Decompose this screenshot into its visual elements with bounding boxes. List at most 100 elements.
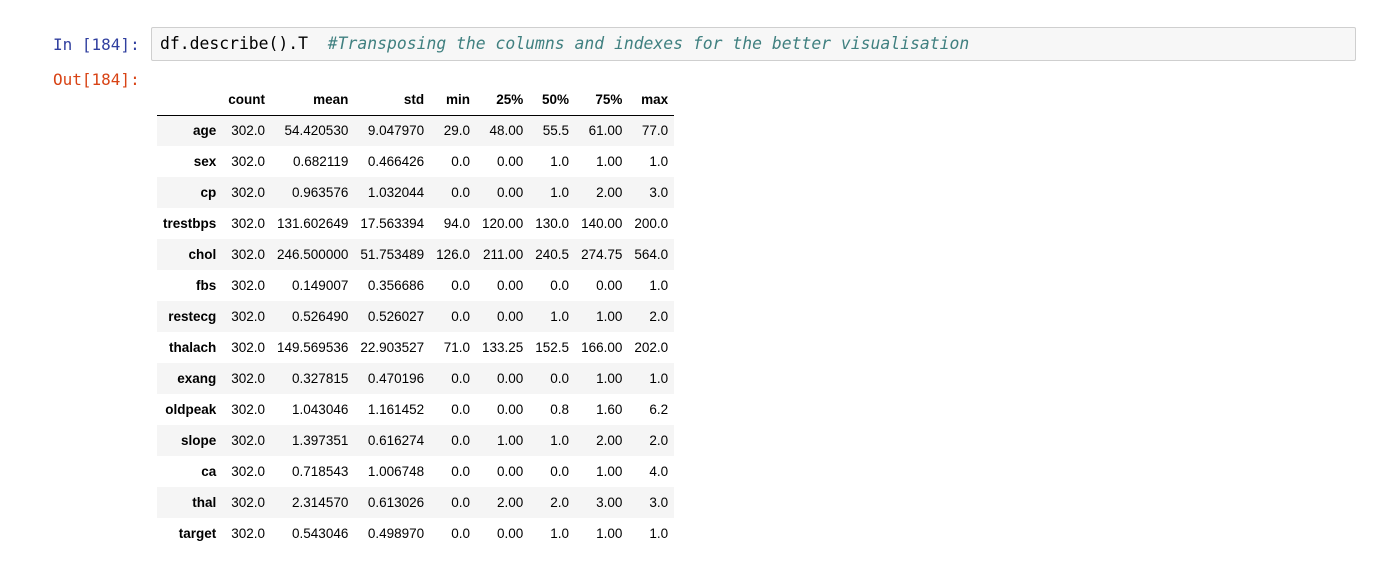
table-cell: 0.00 — [496, 464, 524, 479]
table-cell: 0.543046 — [292, 526, 349, 541]
table-cell: 302.0 — [231, 123, 266, 139]
row-index-label: trestbps — [163, 216, 217, 231]
column-header: mean — [271, 84, 355, 116]
table-cell: 302.0 — [231, 371, 266, 386]
row-index-label: slope — [181, 433, 217, 448]
table-cell: 302.0 — [231, 402, 266, 417]
table-cell: 120.00 — [481, 216, 524, 231]
table-cell: 211.00 — [482, 247, 524, 262]
table-cell: 302.0 — [231, 247, 266, 262]
table-row: oldpeak 302.0 1.043046 1.161452 0.0 0.00 0.8 1.… — [157, 394, 675, 425]
table-row: target 302.0 0.543046 0.498970 0.0 0.00 1.0 1.0… — [157, 518, 675, 549]
table-cell: 1.0 — [649, 154, 669, 169]
table-cell: 0.00 — [496, 371, 524, 386]
table-cell: 2.00 — [596, 185, 623, 200]
table-cell: 140.00 — [581, 216, 623, 231]
table-cell: 0.0 — [550, 464, 570, 479]
table-cell: 126.0 — [436, 247, 470, 262]
table-cell: 0.0 — [451, 402, 470, 417]
table-cell: 2.0 — [649, 433, 669, 448]
index-header — [157, 84, 223, 116]
table-row: sex 302.0 0.682119 0.466426 0.0 0.00 1.0 1.00 1.… — [157, 146, 675, 177]
table-cell: 166.00 — [581, 340, 623, 355]
table-cell: 0.00 — [496, 402, 524, 417]
table-cell: 202.0 — [634, 340, 669, 355]
column-header: max — [628, 84, 675, 116]
row-index-label: exang — [177, 371, 217, 386]
table-cell: 131.602649 — [277, 216, 349, 231]
table-cell: 2.00 — [496, 495, 524, 510]
table-cell: 274.75 — [581, 247, 623, 262]
table-cell: 1.00 — [596, 371, 623, 386]
table-cell: 1.0 — [550, 185, 570, 200]
table-cell: 2.00 — [596, 433, 623, 448]
table-cell: 1.0 — [550, 154, 570, 169]
table-row: trestbps 302.0 131.602649 17.563394 94.0 120.… — [157, 208, 675, 239]
table-cell: 0.0 — [550, 278, 570, 293]
table-cell: 0.8 — [550, 402, 570, 417]
column-header: min — [430, 84, 476, 116]
table-cell: 1.0 — [550, 526, 570, 541]
row-index-label: fbs — [196, 278, 217, 293]
table-row: cp 302.0 0.963576 1.032044 0.0 0.00 1.0 2.00 3.0 — [157, 177, 675, 208]
code-cell-editor[interactable]: df.describe().T #Transposing the columns… — [151, 27, 1356, 61]
table-cell: 1.00 — [596, 464, 623, 479]
table-cell: 0.526027 — [367, 309, 425, 324]
table-cell: 54.420530 — [284, 123, 349, 139]
table-cell: 2.314570 — [292, 495, 349, 510]
code-text: df.describe().T — [160, 34, 309, 53]
output-prompt: Out[184]: — [53, 70, 140, 89]
table-cell: 4.0 — [649, 464, 669, 479]
table-cell: 302.0 — [231, 433, 266, 448]
table-cell: 3.00 — [596, 495, 623, 510]
table-cell: 0.0 — [451, 185, 470, 200]
table-cell: 246.500000 — [277, 247, 349, 262]
table-cell: 0.0 — [451, 464, 470, 479]
table-row: slope 302.0 1.397351 0.616274 0.0 1.00 1.0 2.00… — [157, 425, 675, 456]
table-cell: 0.0 — [451, 495, 470, 510]
column-header: count — [222, 84, 272, 116]
table-cell: 71.0 — [443, 340, 470, 355]
table-cell: 0.00 — [496, 278, 524, 293]
table-cell: 3.0 — [649, 185, 669, 200]
table-cell: 3.0 — [649, 495, 669, 510]
table-cell: 1.043046 — [292, 402, 349, 417]
table-cell: 0.613026 — [367, 495, 425, 510]
table-cell: 29.0 — [443, 123, 470, 139]
table-row: chol 302.0 246.500000 51.753489 126.0 211.00 2… — [157, 239, 675, 270]
table-cell: 0.00 — [496, 185, 524, 200]
table-cell: 149.569536 — [277, 340, 349, 355]
table-cell: 1.00 — [596, 309, 623, 324]
column-header: 50% — [529, 84, 576, 116]
table-cell: 1.006748 — [367, 464, 425, 479]
table-cell: 302.0 — [231, 185, 266, 200]
table-cell: 55.5 — [542, 123, 570, 139]
table-cell: 0.718543 — [292, 464, 349, 479]
table-cell: 0.0 — [451, 278, 470, 293]
table-cell: 200.0 — [634, 216, 669, 231]
table-cell: 564.0 — [634, 247, 669, 262]
table-cell: 0.0 — [451, 433, 470, 448]
table-cell: 302.0 — [231, 495, 266, 510]
row-index-label: sex — [193, 154, 217, 169]
table-cell: 1.032044 — [367, 185, 425, 200]
table-cell: 6.2 — [649, 402, 669, 417]
table-row: thal 302.0 2.314570 0.613026 0.0 2.00 2.0 3.00 3… — [157, 487, 675, 518]
table-cell: 0.356686 — [367, 278, 425, 293]
table-cell: 1.00 — [596, 154, 623, 169]
table-cell: 2.0 — [550, 495, 570, 510]
table-cell: 0.0 — [451, 309, 470, 324]
table-cell: 1.0 — [649, 371, 669, 386]
table-cell: 1.0 — [649, 278, 669, 293]
table-cell: 302.0 — [231, 526, 266, 541]
table-cell: 0.466426 — [367, 154, 425, 169]
table-row: exang 302.0 0.327815 0.470196 0.0 0.00 0.0 1.00… — [157, 363, 675, 394]
table-row: fbs 302.0 0.149007 0.356686 0.0 0.00 0.0 0.00 1.… — [157, 270, 675, 301]
table-cell: 302.0 — [231, 340, 266, 355]
code-comment: #Transposing the columns and indexes for… — [327, 34, 970, 53]
table-cell: 1.00 — [496, 433, 524, 448]
table-cell: 0.00 — [496, 154, 524, 169]
table-row: thalach 302.0 149.569536 22.903527 71.0 133.2… — [157, 332, 675, 363]
input-prompt: In [184]: — [53, 35, 140, 54]
table-cell: 94.0 — [443, 216, 470, 231]
